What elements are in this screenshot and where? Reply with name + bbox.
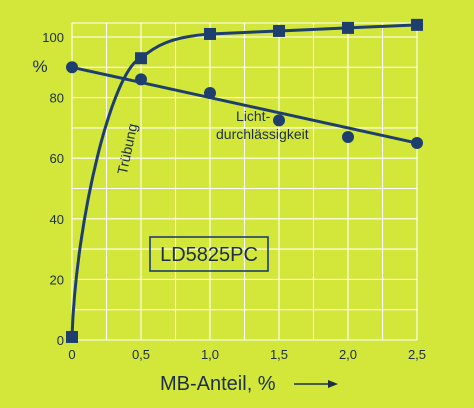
y-tick-label: 60 [50, 151, 64, 166]
y-tick-label: 20 [50, 272, 64, 287]
series-line-truebung [70, 23, 418, 338]
x-axis-arrow [294, 380, 338, 388]
data-point-lichtdurchlaessigkeit [66, 61, 78, 74]
series-label-licht-line1: Licht- [236, 108, 271, 124]
y-axis-label: % [32, 57, 47, 76]
x-axis-label: MB-Anteil, % [160, 373, 276, 395]
data-point-truebung [411, 18, 423, 31]
x-tick-label: 0,5 [132, 347, 150, 362]
data-point-lichtdurchlaessigkeit [273, 114, 285, 127]
x-tick-label: 2,5 [408, 347, 426, 362]
label-box: LD5825PC [149, 236, 269, 272]
data-point-lichtdurchlaessigkeit [342, 130, 354, 143]
x-tick-label: 0 [68, 347, 75, 362]
x-tick-label: 1,0 [201, 347, 219, 362]
data-point-lichtdurchlaessigkeit [135, 73, 147, 86]
data-point-truebung [342, 21, 354, 34]
x-tick-label: 2,0 [339, 347, 357, 362]
y-tick-label: 80 [50, 91, 64, 106]
svg-text:LD5825PC: LD5825PC [160, 244, 258, 266]
data-point-lichtdurchlaessigkeit [411, 137, 423, 150]
markers [66, 18, 423, 343]
y-tick-label: 0 [57, 333, 64, 348]
data-point-lichtdurchlaessigkeit [204, 87, 216, 100]
y-tick-label: 100 [42, 30, 64, 45]
data-point-truebung [66, 330, 78, 343]
series-line-lichtdurchlaessigkeit [71, 65, 418, 145]
tick-labels: 0 0,5 1,0 1,5 2,0 2,5 0 20 40 60 80 100 [42, 30, 426, 362]
x-tick-label: 1,5 [270, 347, 288, 362]
data-point-truebung [273, 24, 285, 37]
y-tick-label: 40 [50, 212, 64, 227]
data-point-truebung [135, 52, 147, 65]
series-label-licht-line2: durchlässigkeit [216, 126, 309, 142]
data-point-truebung [204, 27, 216, 40]
